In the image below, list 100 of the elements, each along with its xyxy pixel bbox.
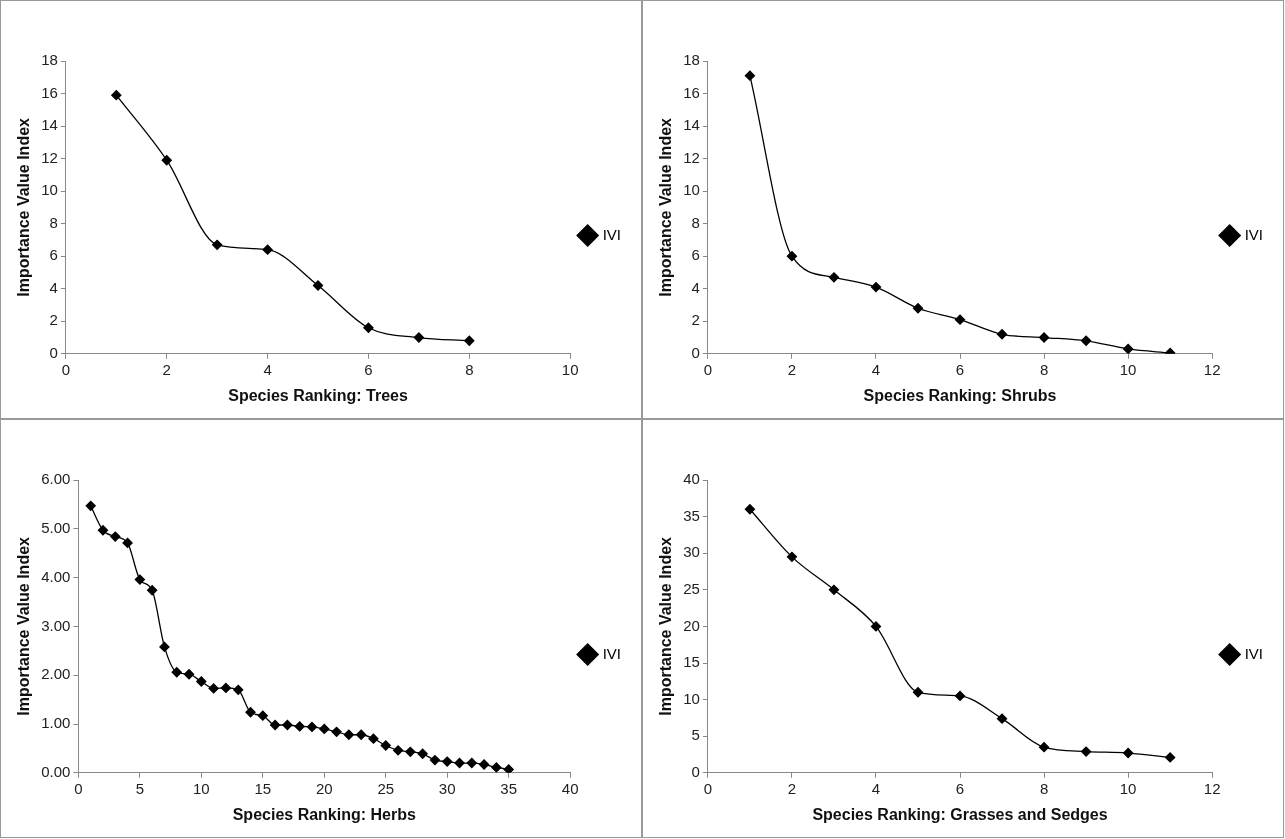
point bbox=[786, 251, 798, 262]
point bbox=[870, 621, 882, 632]
x-tick-label: 15 bbox=[254, 779, 272, 797]
point bbox=[85, 500, 96, 512]
point bbox=[380, 740, 391, 751]
point bbox=[356, 729, 367, 740]
x-tick-label: 10 bbox=[1119, 779, 1137, 797]
x-tick-label: 30 bbox=[438, 779, 456, 797]
point bbox=[1080, 335, 1092, 346]
point bbox=[331, 726, 342, 737]
y-tick-label: 6 bbox=[49, 246, 58, 264]
point bbox=[111, 90, 122, 101]
x-tick-label: 8 bbox=[465, 360, 474, 378]
point bbox=[282, 719, 293, 731]
x-tick-label: 4 bbox=[871, 360, 881, 378]
x-tick-label: 0 bbox=[703, 779, 713, 797]
point bbox=[1080, 746, 1092, 757]
point bbox=[954, 314, 966, 325]
y-tick-label: 16 bbox=[683, 83, 700, 101]
y-axis-title: Importance Value Index bbox=[15, 536, 33, 716]
y-tick-label: 40 bbox=[683, 470, 700, 488]
x-tick-label: 10 bbox=[192, 779, 210, 797]
x-tick-label: 2 bbox=[162, 360, 171, 378]
point bbox=[1122, 747, 1134, 759]
point bbox=[442, 756, 453, 767]
y-tick-label: 8 bbox=[691, 213, 700, 231]
point bbox=[110, 531, 121, 542]
y-axis-title: Importance Value Index bbox=[657, 117, 675, 297]
x-tick-label: 40 bbox=[561, 779, 579, 797]
point bbox=[147, 585, 158, 596]
y-tick-label: 12 bbox=[41, 148, 58, 166]
y-tick-label: 0 bbox=[691, 343, 700, 361]
point bbox=[786, 551, 798, 563]
point bbox=[478, 759, 490, 770]
x-tick-label: 8 bbox=[1039, 360, 1049, 378]
point bbox=[996, 329, 1008, 340]
y-tick-label: 30 bbox=[683, 543, 700, 561]
point bbox=[269, 719, 281, 731]
x-tick-label: 10 bbox=[1119, 360, 1137, 378]
y-tick-label: 6 bbox=[691, 246, 700, 264]
legend-label: IVI bbox=[602, 644, 621, 662]
point bbox=[912, 303, 924, 314]
x-tick-label: 35 bbox=[500, 779, 518, 797]
point bbox=[257, 710, 268, 721]
point bbox=[954, 690, 966, 702]
legend-label: IVI bbox=[1244, 225, 1263, 243]
point bbox=[1038, 742, 1050, 753]
x-tick-label: 4 bbox=[263, 360, 272, 378]
y-axis-title: Importance Value Index bbox=[657, 536, 675, 716]
y-tick-label: 0.00 bbox=[41, 762, 71, 780]
point bbox=[828, 272, 840, 283]
point bbox=[159, 641, 170, 653]
point bbox=[363, 322, 374, 333]
y-tick-label: 5 bbox=[691, 726, 700, 744]
y-axis-title: Importance Value Index bbox=[15, 117, 33, 297]
point bbox=[306, 721, 318, 733]
point bbox=[233, 684, 244, 695]
point bbox=[208, 683, 219, 694]
y-tick-label: 2 bbox=[49, 311, 58, 329]
y-tick-label: 2.00 bbox=[41, 665, 71, 683]
x-tick-label: 2 bbox=[787, 779, 797, 797]
x-axis-title: Species Ranking: Herbs bbox=[232, 805, 416, 823]
x-tick-label: 0 bbox=[703, 360, 713, 378]
y-tick-label: 0 bbox=[691, 762, 700, 780]
y-tick-label: 18 bbox=[683, 51, 700, 69]
point bbox=[744, 70, 756, 81]
x-tick-label: 20 bbox=[315, 779, 333, 797]
x-tick-label: 12 bbox=[1203, 360, 1221, 378]
point bbox=[828, 584, 840, 595]
point bbox=[220, 682, 232, 694]
y-tick-label: 35 bbox=[683, 506, 700, 524]
y-tick-label: 4 bbox=[49, 278, 58, 296]
point bbox=[161, 155, 172, 166]
x-tick-label: 10 bbox=[561, 360, 579, 378]
point bbox=[368, 733, 379, 744]
point bbox=[464, 335, 475, 346]
point bbox=[343, 729, 355, 740]
x-tick-label: 6 bbox=[364, 360, 373, 378]
y-tick-label: 14 bbox=[41, 116, 58, 134]
point bbox=[870, 281, 882, 293]
point bbox=[912, 687, 924, 698]
x-tick-label: 4 bbox=[871, 779, 881, 797]
point bbox=[319, 723, 330, 735]
point bbox=[245, 707, 256, 718]
point bbox=[392, 745, 404, 756]
point bbox=[466, 757, 477, 769]
y-tick-label: 3.00 bbox=[41, 616, 71, 634]
y-tick-label: 14 bbox=[683, 116, 700, 134]
point bbox=[122, 537, 133, 549]
y-tick-label: 18 bbox=[41, 51, 58, 69]
point bbox=[183, 669, 195, 680]
y-tick-label: 6.00 bbox=[41, 470, 71, 488]
x-tick-label: 25 bbox=[377, 779, 395, 797]
y-tick-label: 2 bbox=[691, 311, 700, 329]
point bbox=[413, 332, 425, 343]
y-tick-label: 1.00 bbox=[41, 714, 71, 732]
y-tick-label: 8 bbox=[49, 213, 58, 231]
legend-label: IVI bbox=[1244, 644, 1263, 662]
y-tick-label: 0 bbox=[49, 343, 58, 361]
y-tick-label: 12 bbox=[683, 148, 700, 166]
